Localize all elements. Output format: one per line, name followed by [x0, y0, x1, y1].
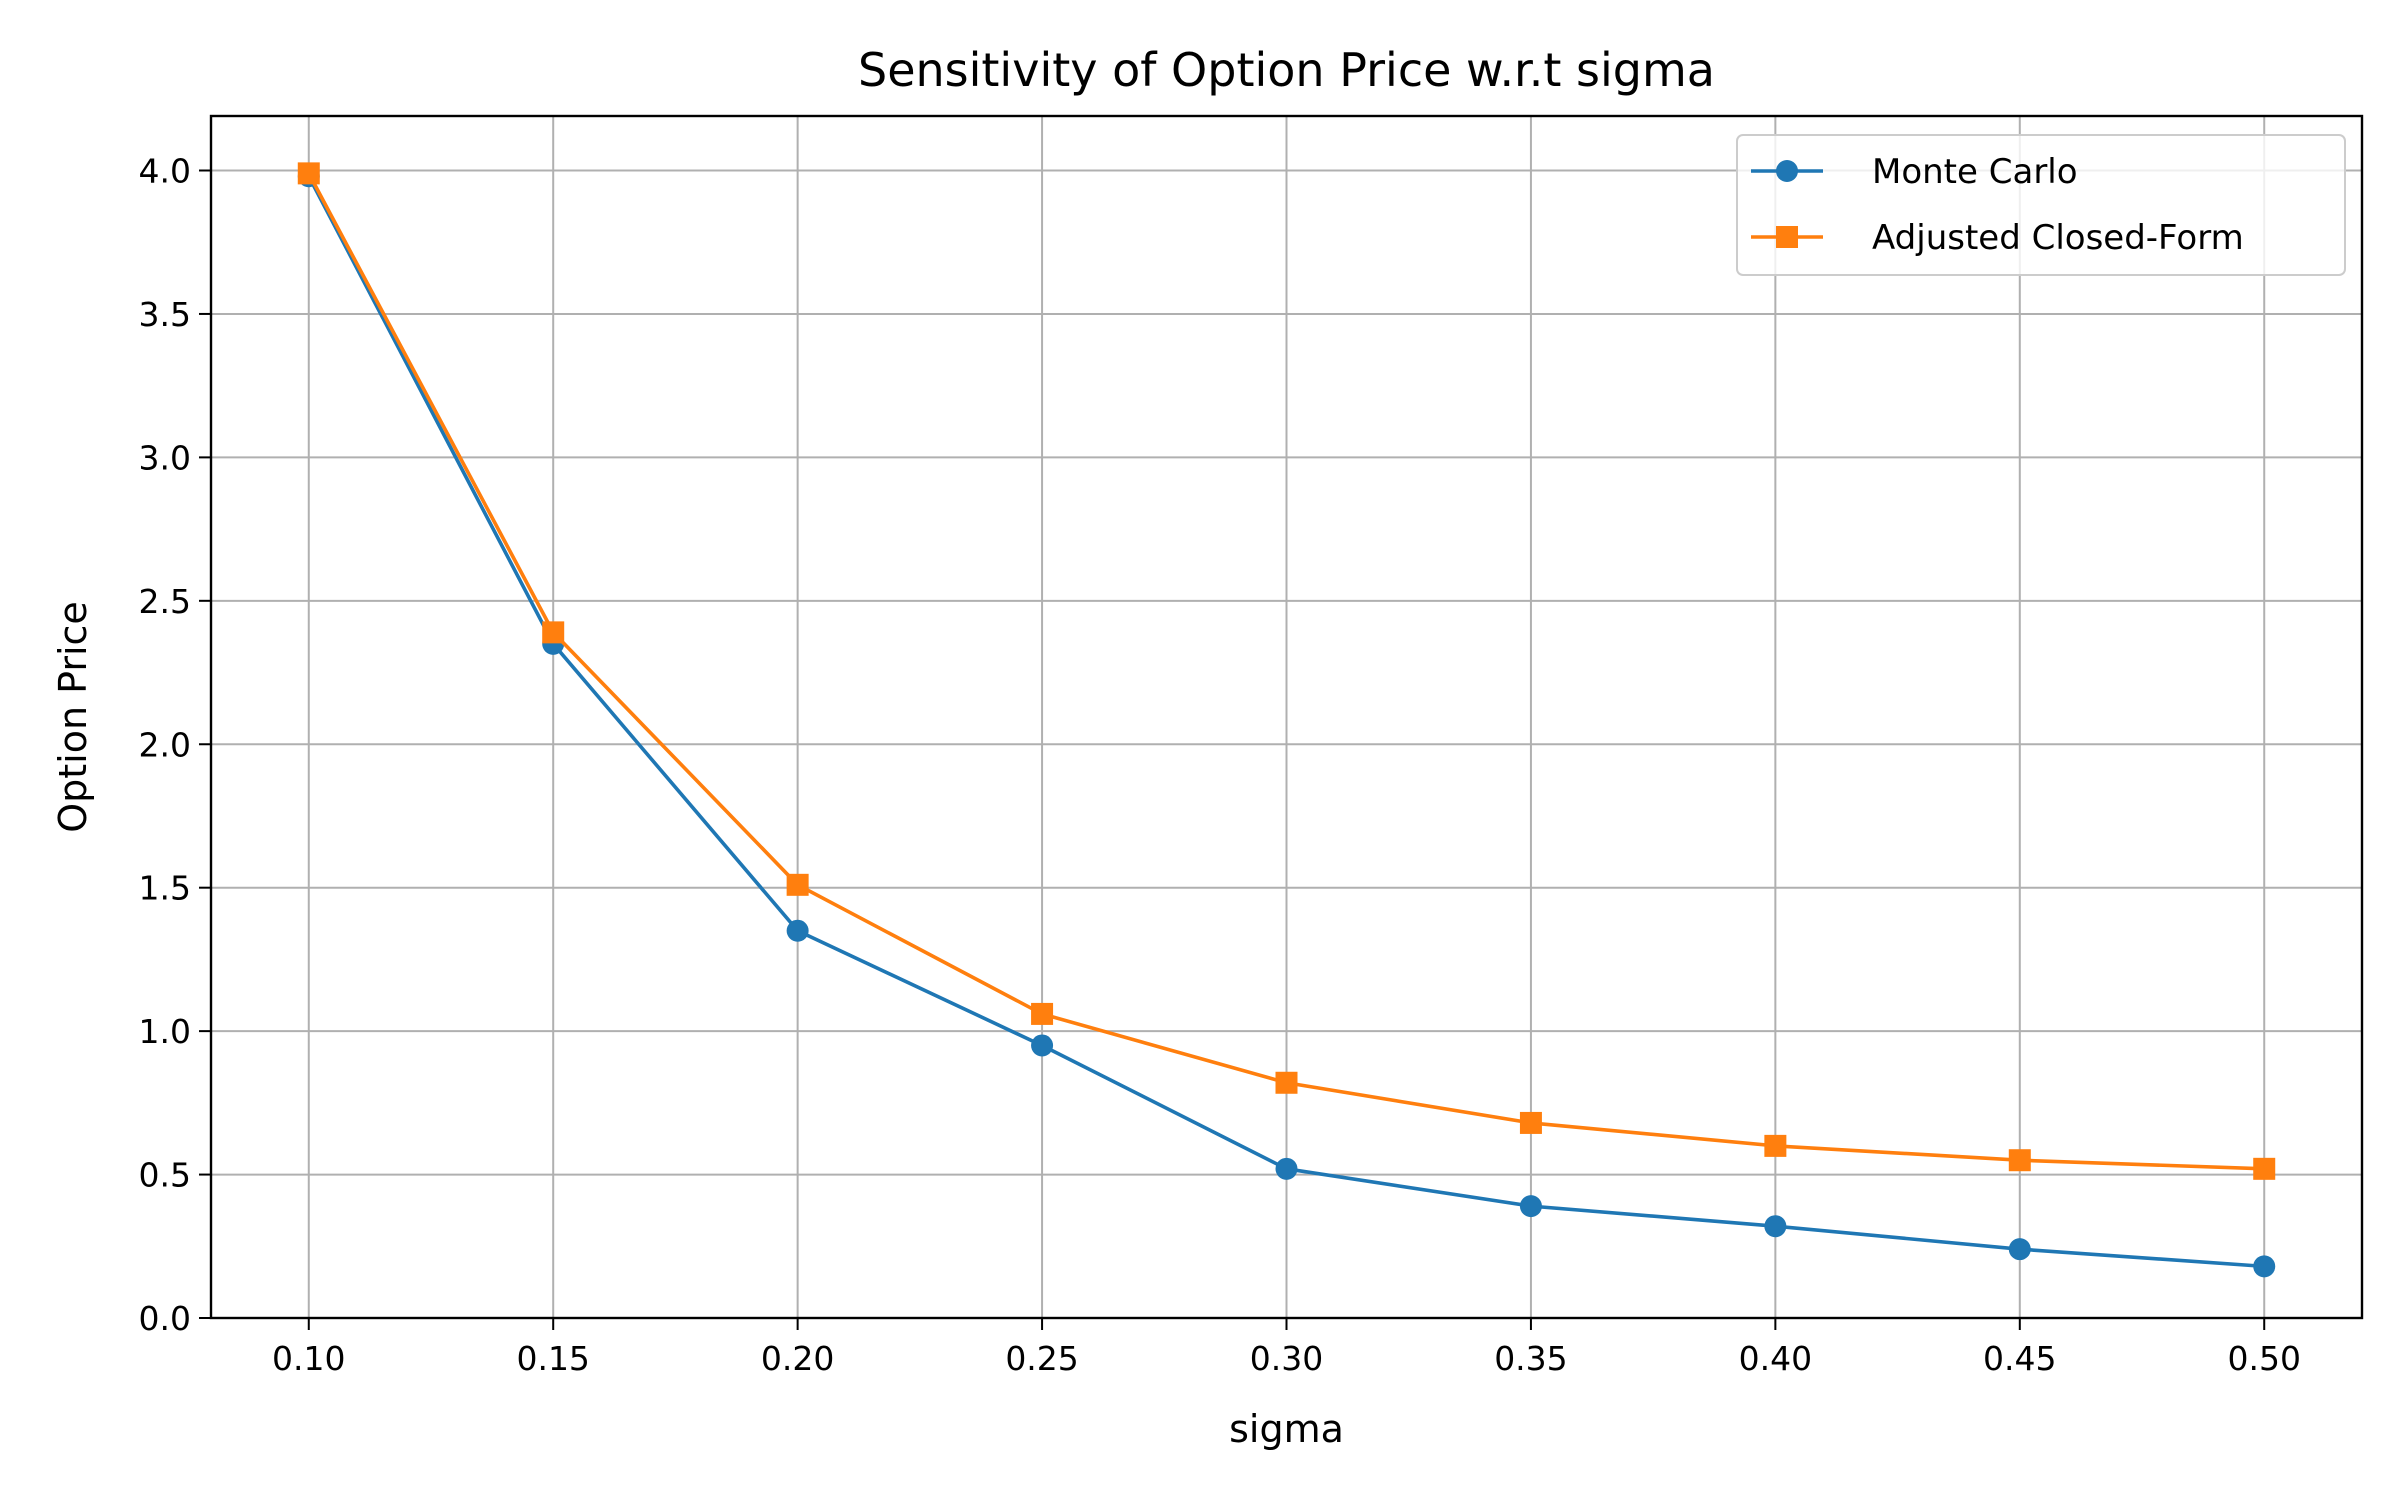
data-point-monte-carlo: [1031, 1034, 1054, 1057]
data-point-adjusted-closed-form: [1764, 1134, 1787, 1157]
y-tick-label: 0.0: [139, 1299, 191, 1338]
y-tick-label: 2.0: [139, 725, 191, 764]
chart-title: Sensitivity of Option Price w.r.t sigma: [858, 43, 1715, 97]
data-point-adjusted-closed-form: [297, 162, 320, 185]
legend: Monte Carlo Adjusted Closed-Form: [1736, 134, 2346, 276]
x-tick-label: 0.15: [516, 1339, 589, 1378]
x-tick-label: 0.20: [761, 1339, 834, 1378]
data-point-monte-carlo: [1764, 1215, 1787, 1238]
y-tick-label: 4.0: [139, 152, 191, 191]
y-tick-label: 3.0: [139, 438, 191, 477]
y-tick-label: 3.5: [139, 295, 191, 334]
legend-label-adjusted-closed-form: Adjusted Closed-Form: [1872, 218, 2244, 258]
data-point-adjusted-closed-form: [786, 873, 809, 896]
data-point-adjusted-closed-form: [2253, 1157, 2276, 1180]
x-tick-label: 0.25: [1005, 1339, 1078, 1378]
series-layer: [297, 162, 2276, 1278]
y-tick-label: 1.0: [139, 1012, 191, 1051]
y-tick-label: 0.5: [139, 1156, 191, 1195]
y-axis-label: Option Price: [51, 601, 95, 833]
legend-box: [1736, 134, 2346, 276]
data-point-monte-carlo: [1519, 1195, 1542, 1218]
x-tick-label: 0.40: [1739, 1339, 1812, 1378]
data-point-adjusted-closed-form: [1031, 1002, 1054, 1025]
x-tick-label: 0.35: [1494, 1339, 1567, 1378]
x-tick-label: 0.30: [1250, 1339, 1323, 1378]
data-point-adjusted-closed-form: [1275, 1071, 1298, 1094]
legend-label-monte-carlo: Monte Carlo: [1872, 152, 2078, 192]
x-axis-label: sigma: [1229, 1407, 1344, 1451]
data-point-adjusted-closed-form: [1519, 1111, 1542, 1134]
data-point-adjusted-closed-form: [2008, 1149, 2031, 1172]
x-tick-label: 0.10: [272, 1339, 345, 1378]
data-point-monte-carlo: [2008, 1238, 2031, 1261]
y-tick-label: 1.5: [139, 869, 191, 908]
x-tick-label: 0.45: [1983, 1339, 2056, 1378]
data-point-adjusted-closed-form: [542, 621, 565, 644]
data-point-monte-carlo: [2253, 1255, 2276, 1278]
data-point-monte-carlo: [1275, 1157, 1298, 1180]
legend-marker-adjusted-closed-form: [1776, 226, 1798, 248]
data-point-monte-carlo: [786, 919, 809, 942]
x-tick-label: 0.50: [2227, 1339, 2300, 1378]
axis-ticks: 0.10 0.15 0.20 0.25 0.30 0.35 0.40 0.45 0.50 0.0 0…: [139, 152, 2301, 1378]
legend-marker-monte-carlo: [1776, 160, 1798, 182]
y-tick-label: 2.5: [139, 582, 191, 621]
